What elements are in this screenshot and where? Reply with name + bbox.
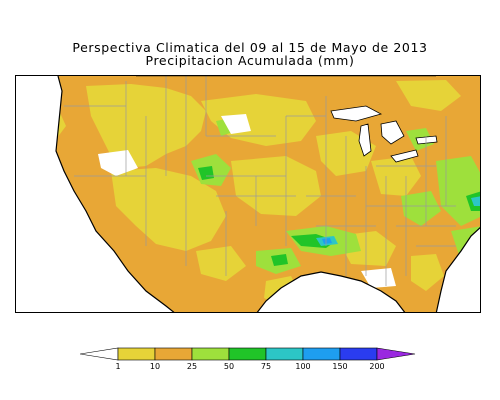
colorbar-tick-label: 50	[223, 362, 235, 371]
green-dark-colorado	[198, 166, 214, 180]
colorbar-tick-label: 25	[186, 362, 198, 371]
atlantic-ocean	[436, 227, 480, 312]
gulf-coastline	[256, 271, 406, 312]
map-title: Perspectiva Climatica del 09 al 15 de Ma…	[72, 40, 428, 55]
lake-superior	[330, 105, 383, 122]
dry-region-nevada	[98, 150, 138, 176]
state-lines-plains	[205, 76, 296, 276]
precipitation-map	[15, 75, 481, 313]
dry-region-gulf	[361, 268, 396, 288]
state-lines-west	[64, 76, 187, 266]
precip-100-150-regions	[322, 238, 332, 244]
colorbar-tick-label: 75	[260, 362, 272, 371]
gulf-of-mexico	[257, 272, 405, 312]
colorbar-tick-label: 150	[332, 362, 348, 371]
colorbar-25-50	[191, 347, 230, 361]
colorbar-tick-label: 1	[115, 362, 121, 371]
colorbar-tick-label: 100	[295, 362, 311, 371]
pacific-ocean	[16, 76, 174, 312]
map-svg	[16, 76, 480, 312]
colorbar-50-75	[228, 347, 267, 361]
coastline	[55, 76, 480, 312]
map-subtitle: Precipitacion Acumulada (mm)	[145, 53, 355, 68]
yellow-region-central-plains	[231, 156, 321, 216]
colorbar-above-max	[376, 347, 416, 361]
yellow-region-southwest	[111, 168, 226, 251]
precip-below-1-regions	[98, 114, 396, 288]
colorbar-svg	[79, 347, 416, 361]
colorbar-tick-label: 10	[149, 362, 161, 371]
yellow-region-new-mexico	[196, 246, 246, 281]
precip-colorbar: 1 10 25 50 75 100 150 200	[79, 346, 420, 376]
state-lines-east	[366, 116, 456, 286]
dry-region-dakota	[221, 114, 251, 134]
lake-michigan	[358, 123, 372, 157]
colorbar-10-25	[154, 347, 193, 361]
west-coastline	[55, 76, 175, 312]
state-lines-midwest	[286, 96, 376, 276]
colorbar-75-100	[265, 347, 304, 361]
green-region-northeast	[436, 156, 480, 226]
blue-region-arkansas	[322, 238, 332, 244]
colorbar-tick-label: 200	[369, 362, 385, 371]
lake-huron	[380, 120, 405, 145]
atlantic-coastline	[435, 227, 480, 312]
green-dark-texas	[271, 254, 288, 266]
colorbar-below-min	[79, 347, 119, 361]
colorbar-1-10	[117, 347, 156, 361]
green-region-appalachia	[401, 191, 441, 226]
lake-erie	[390, 149, 419, 163]
colorbar-150-200	[339, 347, 378, 361]
lake-ontario	[415, 135, 438, 145]
colorbar-100-150	[302, 347, 341, 361]
precip-75-100-regions	[316, 196, 480, 246]
state-lines	[64, 76, 456, 286]
yellow-region-georgia	[411, 254, 444, 291]
great-lakes	[330, 105, 438, 163]
yellow-region-great-lakes	[396, 80, 461, 111]
cyan-region-northeast	[471, 196, 480, 206]
